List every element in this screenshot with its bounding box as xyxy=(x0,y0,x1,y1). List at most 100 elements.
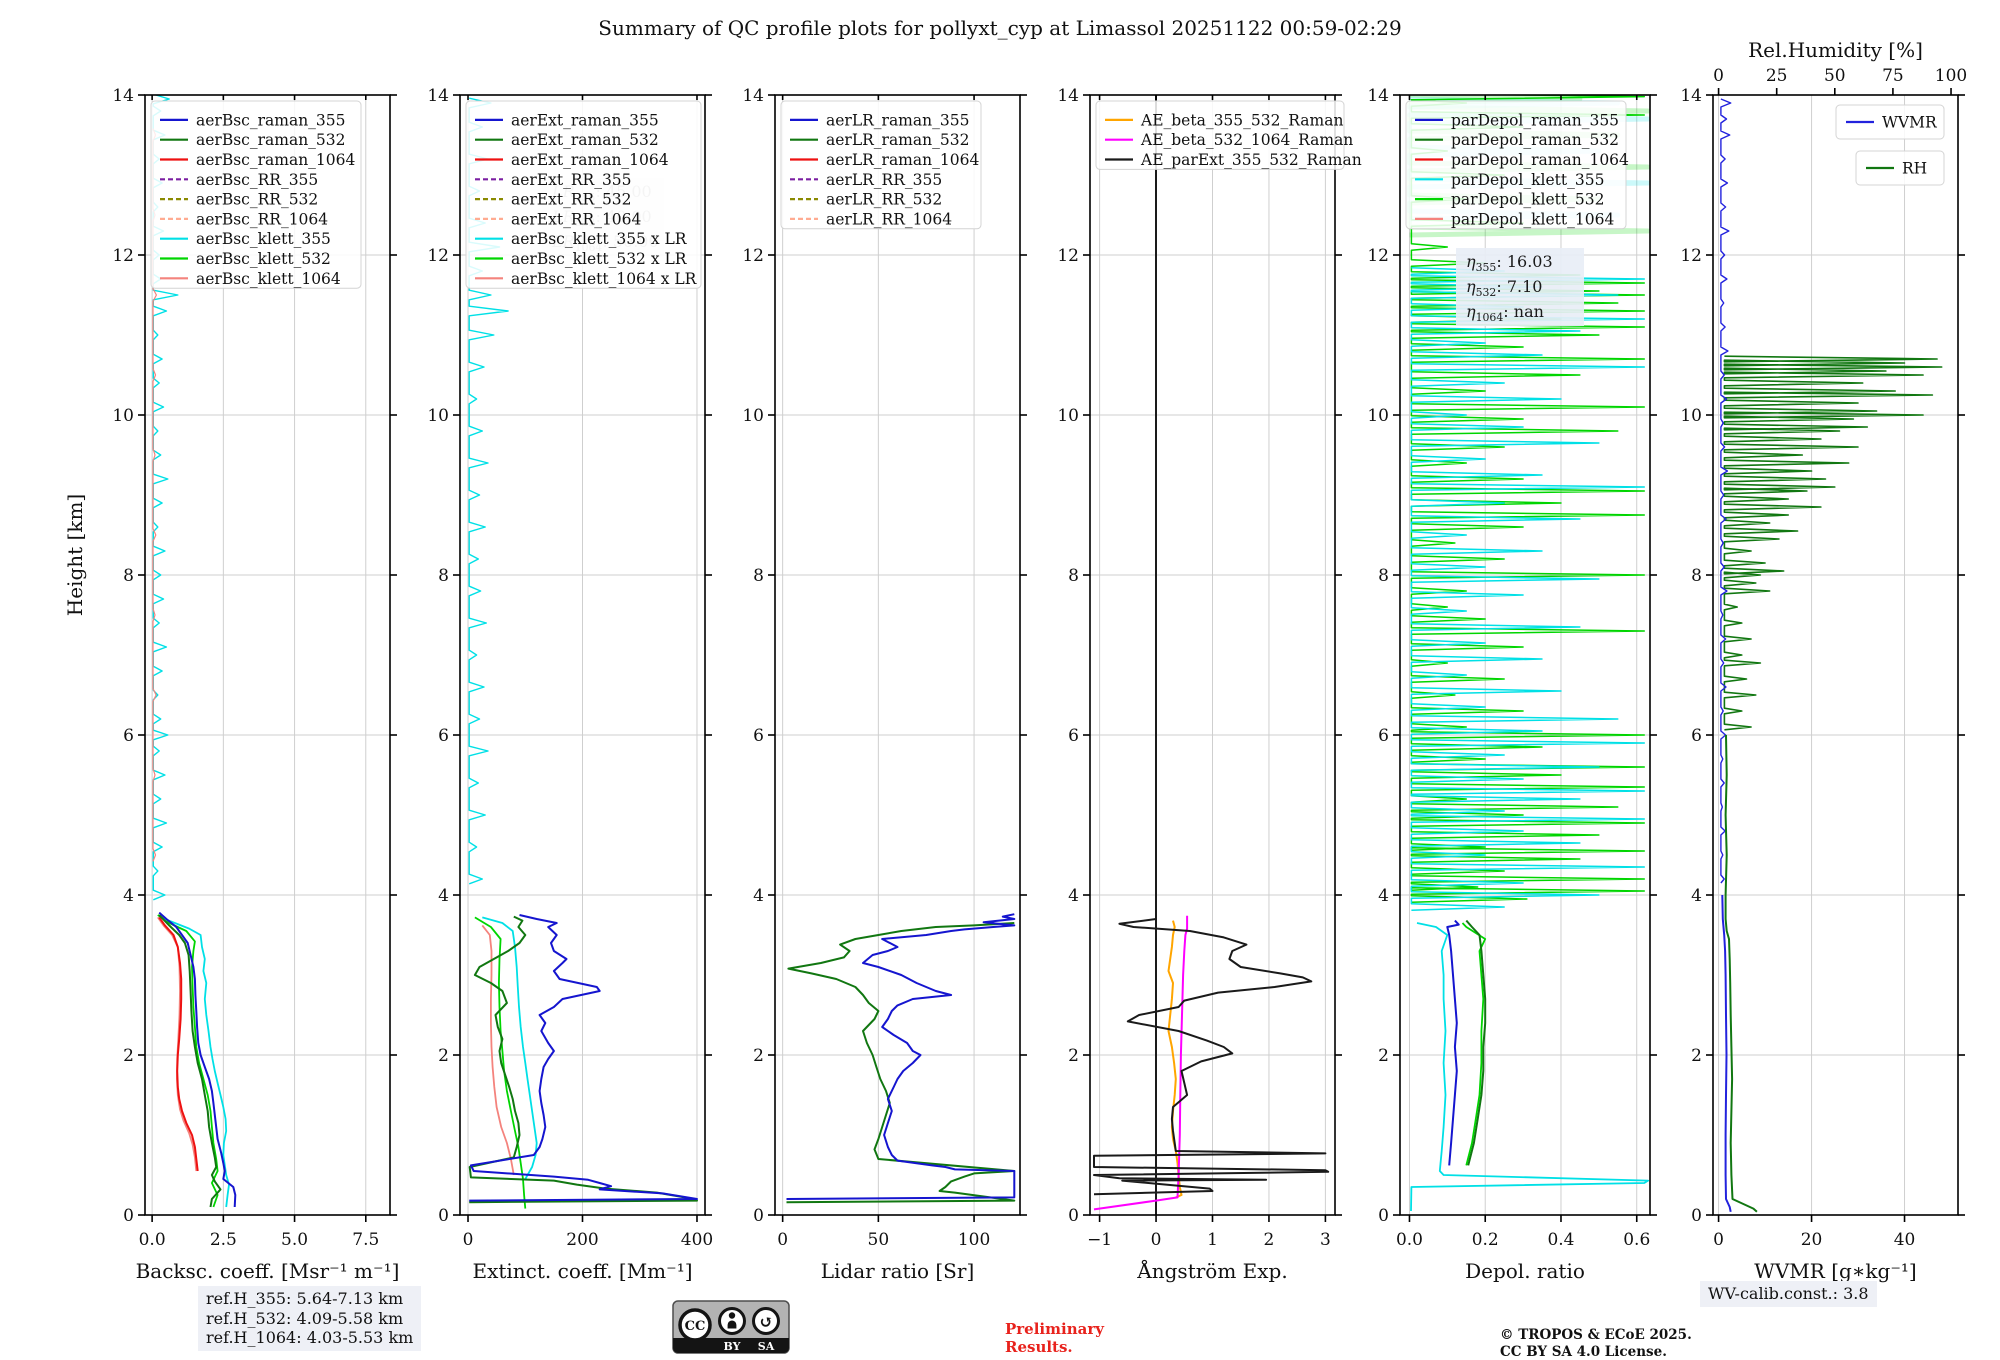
cc-icon xyxy=(678,1308,712,1342)
svg-text:0: 0 xyxy=(1151,1230,1162,1250)
svg-text:Rel.Humidity [%]: Rel.Humidity [%] xyxy=(1748,38,1923,62)
svg-text:Ångström Exp.: Ångström Exp. xyxy=(1136,1258,1287,1283)
svg-text:4: 4 xyxy=(123,886,134,906)
svg-text:6: 6 xyxy=(1691,726,1702,746)
svg-text:25: 25 xyxy=(1766,66,1788,86)
svg-text:aerBsc_raman_1064: aerBsc_raman_1064 xyxy=(196,151,356,169)
svg-text:0: 0 xyxy=(438,1206,449,1226)
axes: 0 2 4 6 8 10 12 14 0.0 2.5 5.0 7.5 Backsc. coeff. [M… xyxy=(112,86,399,1283)
series-aerExt_raman_532 xyxy=(468,915,698,1204)
svg-text:50: 50 xyxy=(868,1230,890,1250)
svg-text:aerLR_raman_532: aerLR_raman_532 xyxy=(826,131,969,149)
svg-text:12: 12 xyxy=(1680,246,1702,266)
svg-text:0: 0 xyxy=(777,1230,788,1250)
legend: aerExt_raman_355 aerExt_raman_532 aerExt_r… xyxy=(465,100,702,289)
ref-heights-note: ref.H_355: 5.64-7.13 km ref.H_532: 4.09-… xyxy=(198,1286,422,1351)
svg-text:parDepol_klett_355: parDepol_klett_355 xyxy=(1451,171,1604,189)
svg-text:η532: 7.10: η532: 7.10 xyxy=(1466,277,1542,299)
svg-text:100: 100 xyxy=(1935,66,1967,86)
series-aerBsc_raman_355 xyxy=(158,911,237,1208)
svg-text:12: 12 xyxy=(112,246,134,266)
svg-text:4: 4 xyxy=(1691,886,1702,906)
svg-text:aerBsc_RR_355: aerBsc_RR_355 xyxy=(196,171,318,189)
svg-text:4: 4 xyxy=(1378,886,1389,906)
series-parDepol_klett_532_noise xyxy=(1410,95,1646,903)
series xyxy=(1720,98,1943,1213)
svg-text:η1064: nan: η1064: nan xyxy=(1466,302,1544,324)
svg-text:10: 10 xyxy=(112,406,134,426)
gridlines xyxy=(775,94,1020,1216)
svg-text:aerLR_raman_355: aerLR_raman_355 xyxy=(826,111,969,129)
svg-text:2: 2 xyxy=(1068,1046,1079,1066)
svg-text:aerExt_RR_1064: aerExt_RR_1064 xyxy=(511,210,642,228)
legend: aerBsc_raman_355 aerBsc_raman_532 aerBsc_r… xyxy=(150,100,362,289)
series-WVMR xyxy=(1721,894,1732,1213)
svg-text:20: 20 xyxy=(1801,1230,1823,1250)
series-aerBsc_klett_355xLR xyxy=(482,916,538,1180)
svg-text:8: 8 xyxy=(1068,566,1079,586)
svg-text:Extinct. coeff. [Mm⁻¹]: Extinct. coeff. [Mm⁻¹] xyxy=(472,1259,692,1283)
series-aerBsc_raman_1064 xyxy=(158,916,199,1172)
svg-text:0: 0 xyxy=(1378,1206,1389,1226)
cc-icon-label: CC xyxy=(685,1319,706,1334)
svg-text:75: 75 xyxy=(1882,66,1904,86)
svg-text:−1: −1 xyxy=(1087,1230,1112,1250)
series xyxy=(1093,95,1330,1215)
series-aerBsc_klett_532 xyxy=(157,914,219,1208)
axes: 0 2 4 6 8 10 12 14 0 50 100 Lidar ratio [Sr] xyxy=(742,86,1027,1283)
svg-text:2: 2 xyxy=(123,1046,134,1066)
svg-text:4: 4 xyxy=(438,886,449,906)
svg-text:8: 8 xyxy=(1378,566,1389,586)
svg-text:7.5: 7.5 xyxy=(352,1230,379,1250)
svg-text:12: 12 xyxy=(742,246,764,266)
svg-text:10: 10 xyxy=(1367,406,1389,426)
svg-text:0.0: 0.0 xyxy=(139,1230,166,1250)
svg-text:0: 0 xyxy=(123,1206,134,1226)
svg-text:10: 10 xyxy=(1680,406,1702,426)
svg-text:aerBsc_raman_355: aerBsc_raman_355 xyxy=(196,111,346,129)
svg-text:0.4: 0.4 xyxy=(1547,1230,1574,1250)
svg-text:η355: 16.03: η355: 16.03 xyxy=(1466,252,1553,274)
svg-text:12: 12 xyxy=(1057,246,1079,266)
svg-text:40: 40 xyxy=(1894,1230,1916,1250)
series-RH_noise xyxy=(1723,355,1943,731)
annotation: η355: 16.03 η532: 7.10 η1064: nan xyxy=(1456,248,1584,326)
ref-height-532: ref.H_532: 4.09-5.58 km xyxy=(206,1308,404,1328)
svg-text:8: 8 xyxy=(753,566,764,586)
svg-text:3: 3 xyxy=(1320,1230,1331,1250)
svg-text:0: 0 xyxy=(463,1230,474,1250)
gridlines xyxy=(1090,94,1335,1216)
svg-text:AE_beta_355_532_Raman: AE_beta_355_532_Raman xyxy=(1140,111,1343,129)
ccw-arrow-icon xyxy=(752,1307,780,1335)
series-aerBsc_klett_355 xyxy=(160,916,230,1208)
svg-text:0.0: 0.0 xyxy=(1396,1230,1423,1250)
series-WVMR_noise xyxy=(1720,98,1732,884)
svg-text:10: 10 xyxy=(427,406,449,426)
svg-text:WVMR [g∗kg⁻¹]: WVMR [g∗kg⁻¹] xyxy=(1754,1259,1916,1283)
ref-height-355: ref.H_355: 5.64-7.13 km xyxy=(206,1289,404,1308)
svg-text:AE_parExt_355_532_Raman: AE_parExt_355_532_Raman xyxy=(1140,151,1362,169)
svg-text:2: 2 xyxy=(438,1046,449,1066)
copyright-line1: © TROPOS & ECoE 2025. xyxy=(1500,1327,1692,1343)
axes: 0 2 4 6 8 10 12 14 0 20 40 WVMR [g∗kg⁻¹] 0 25 50 75 100 R… xyxy=(1680,38,1967,1283)
svg-text:parDepol_klett_1064: parDepol_klett_1064 xyxy=(1451,210,1614,228)
series-parDepol_raman_355 xyxy=(1446,919,1460,1166)
svg-text:4: 4 xyxy=(1068,886,1079,906)
svg-text:12: 12 xyxy=(427,246,449,266)
svg-text:Lidar ratio [Sr]: Lidar ratio [Sr] xyxy=(821,1259,975,1283)
svg-text:6: 6 xyxy=(1378,726,1389,746)
series-aerBsc_klett_1064xLR xyxy=(481,924,515,1176)
figure-title: Summary of QC profile plots for pollyxt_… xyxy=(598,16,1402,40)
svg-text:AE_beta_532_1064_Raman: AE_beta_532_1064_Raman xyxy=(1140,131,1353,149)
svg-text:0: 0 xyxy=(1713,66,1724,86)
copyright-note: © TROPOS & ECoE 2025. CC BY SA 4.0 Licen… xyxy=(1500,1327,1692,1360)
svg-text:0: 0 xyxy=(1713,1230,1724,1250)
series-aerBsc_raman_532 xyxy=(158,914,222,1208)
series-aerLR_raman_532 xyxy=(786,922,1016,1204)
svg-text:parDepol_klett_532: parDepol_klett_532 xyxy=(1451,191,1604,209)
svg-text:50: 50 xyxy=(1824,66,1846,86)
